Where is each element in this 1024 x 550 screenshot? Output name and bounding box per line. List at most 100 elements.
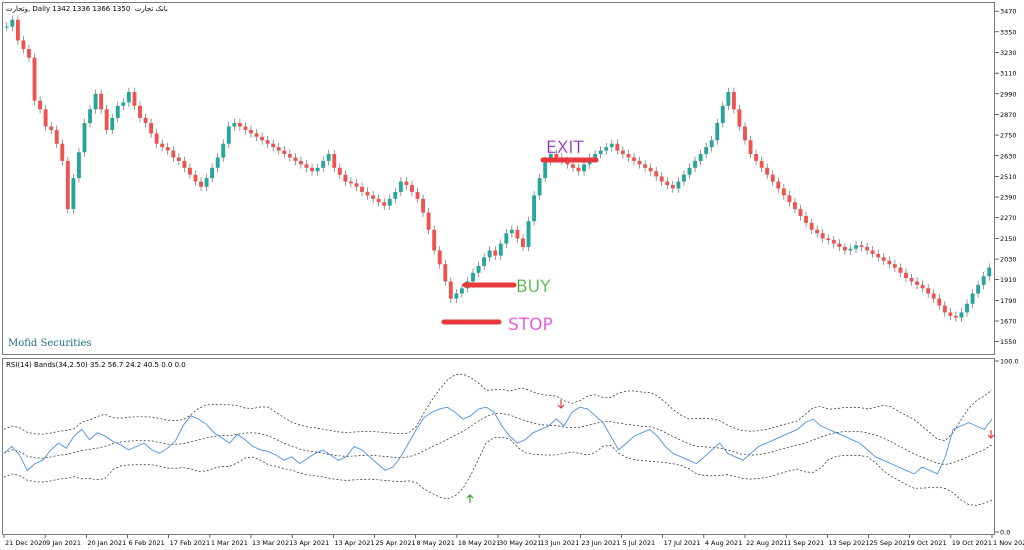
candle-body [448, 281, 453, 299]
candle-body [459, 288, 464, 294]
candle-body [76, 152, 81, 179]
candle-body [221, 143, 226, 158]
price-pane[interactable] [2, 2, 995, 355]
candle-body [21, 40, 26, 50]
candle-body [493, 250, 498, 256]
x-tick-label: 5 Jul 2021 [623, 539, 656, 547]
candle-body [670, 185, 675, 189]
candle-body [126, 92, 131, 103]
candle-body [748, 140, 753, 155]
x-tick-label: 13 Jun 2021 [540, 539, 579, 547]
candle-body [210, 167, 215, 179]
candle-body [576, 167, 581, 172]
candle-body [265, 140, 270, 144]
candle-body [987, 267, 992, 277]
candle-body [299, 160, 303, 165]
x-tick-label: 25 Apr 2021 [376, 539, 416, 547]
candle-body [887, 260, 892, 265]
candle-body [315, 167, 320, 172]
candle-body [793, 202, 797, 210]
candle-body [138, 105, 142, 118]
x-tick-label: 30 May 2021 [499, 539, 541, 547]
chart-symbol: بانک تجارت [134, 5, 168, 13]
y-tick-label: 2510 [1000, 173, 1017, 181]
x-tick-label: 13 Mar 2021 [252, 539, 293, 547]
candle-body [526, 221, 531, 247]
candle-body [682, 174, 686, 182]
candle-body [781, 188, 786, 196]
candle-body [282, 150, 287, 155]
candle-body [970, 293, 975, 304]
middle-band [3, 413, 993, 465]
rsi-line [3, 406, 993, 475]
candle-body [32, 57, 37, 101]
candle-body [115, 105, 120, 118]
y-tick-label: 1550 [1000, 338, 1017, 346]
indicator-pane[interactable] [2, 358, 995, 535]
candle-body [393, 191, 398, 199]
y-tick-label: 2990 [1000, 90, 1017, 98]
candle-body [981, 276, 986, 285]
candle-body [820, 233, 825, 239]
y-tick-label: 2150 [1000, 235, 1017, 243]
candle-body [865, 246, 870, 251]
x-tick-label: 1 Nov 2021 [993, 539, 1024, 547]
candle-body [648, 167, 653, 172]
candle-body [132, 92, 137, 106]
candle-body [93, 93, 98, 110]
candle-body [310, 167, 314, 172]
candle-body [193, 174, 198, 182]
candle-body [110, 117, 115, 130]
candle-body [387, 198, 392, 206]
candle-body [626, 154, 631, 158]
chart-ohlc: 1342 1336 1366 1350 [52, 5, 131, 13]
candle-body [604, 147, 609, 151]
candle-body [826, 238, 831, 241]
candle-body [49, 126, 54, 130]
candle-body [565, 160, 570, 165]
candle-body [870, 250, 875, 254]
candle-body [360, 186, 364, 192]
y-tick-label: 2750 [1000, 132, 1017, 140]
candle-body [892, 264, 897, 268]
candle-body [654, 171, 659, 177]
candle-body [965, 303, 969, 313]
candle-body [898, 267, 903, 273]
candle-body [171, 150, 176, 158]
candle-body [859, 245, 864, 247]
candle-body [837, 243, 842, 247]
candle-body [443, 264, 448, 282]
candle-body [731, 92, 736, 110]
candle-body [976, 284, 981, 294]
candle-body [537, 178, 542, 196]
candle-body [149, 123, 154, 134]
candle-body [354, 183, 359, 187]
candle-body [410, 185, 414, 192]
x-tick-label: 1 Sep 2021 [787, 539, 824, 547]
candle-body [404, 181, 409, 186]
candle-body [437, 250, 442, 265]
x-tick-label: 9 Oct 2021 [911, 539, 947, 547]
candle-body [515, 229, 520, 239]
candle-body [709, 140, 714, 148]
candle-body [99, 93, 104, 110]
chart-name: ﻭﺗﺠﺎﺭﺕ [6, 5, 28, 13]
candle-body [620, 150, 625, 155]
x-tick-label: 20 Jan 2021 [87, 539, 126, 547]
candle-body [926, 288, 931, 294]
candle-body [454, 293, 459, 299]
candle-body [415, 191, 420, 199]
candle-body [65, 160, 70, 210]
rsi-y-axis: 100.0 0.0 [995, 358, 1019, 537]
candle-body [609, 143, 614, 148]
candle-body [637, 160, 642, 165]
candle-body [504, 233, 509, 244]
candle-body [948, 312, 953, 316]
candle-body [332, 154, 337, 168]
y-tick-label: 3350 [1000, 28, 1017, 36]
candle-body [15, 19, 20, 41]
candle-body [876, 253, 881, 258]
candle-body [88, 109, 92, 124]
date-x-axis: 21 Dec 2020 9 Jan 2021 20 Jan 2021 6 Feb 20… [3, 535, 1024, 547]
